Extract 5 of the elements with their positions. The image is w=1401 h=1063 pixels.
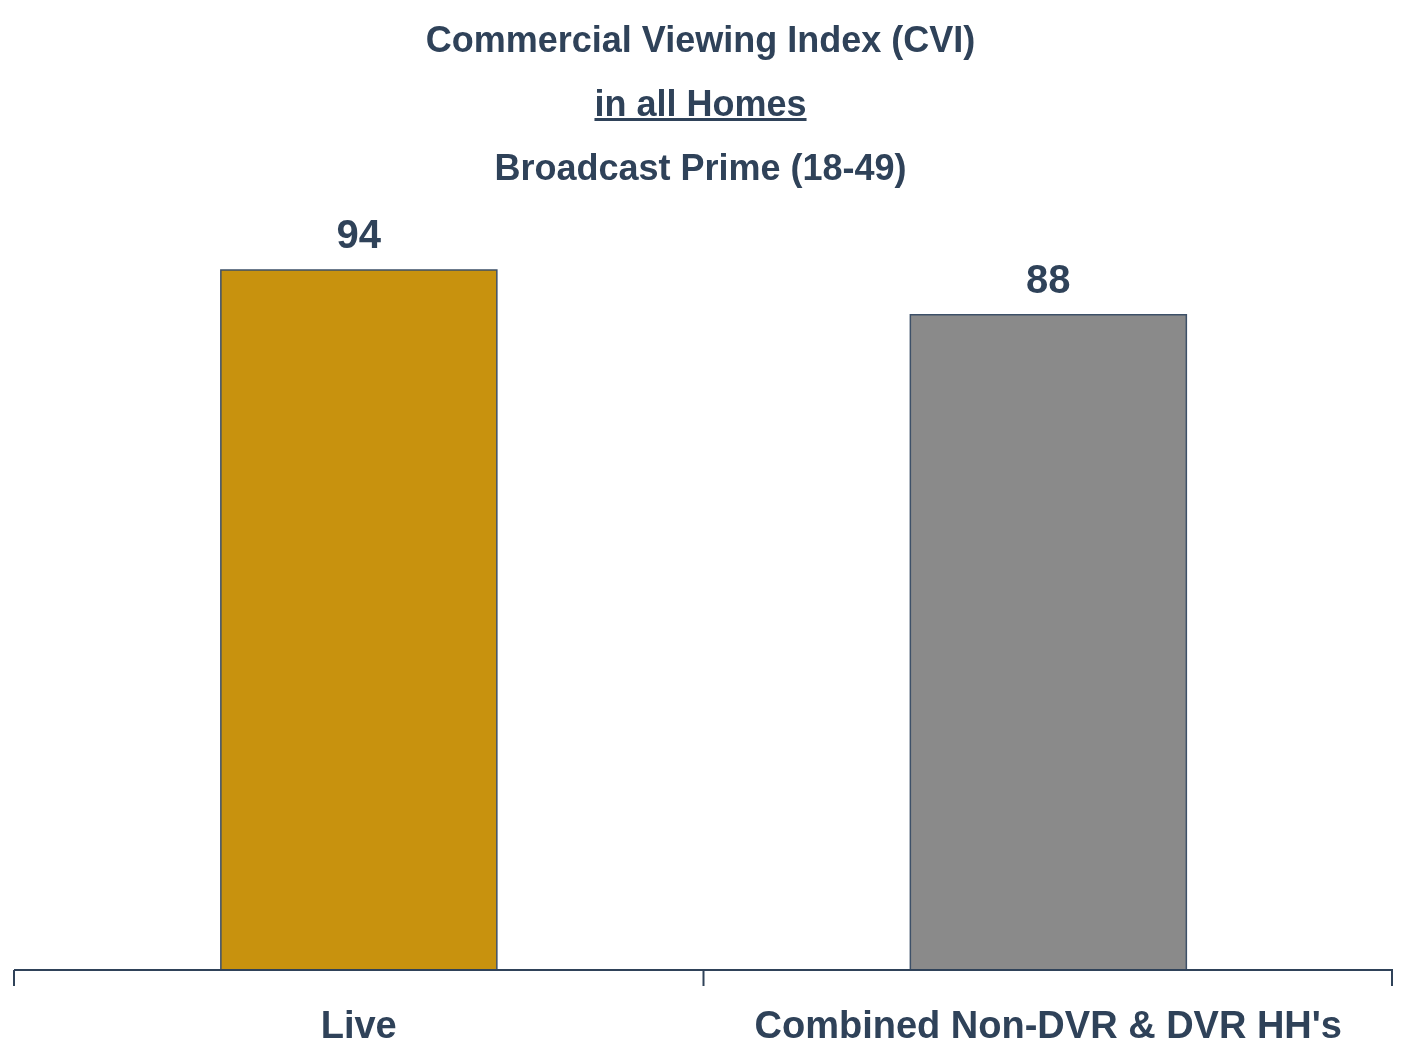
chart-title: Commercial Viewing Index (CVI) in all Homes Broadcast Prime (18-49)	[425, 19, 976, 188]
x-tick-label: Live	[320, 1004, 397, 1046]
x-tick-label: Combined Non-DVR & DVR HH's	[754, 1004, 1342, 1046]
data-label: 88	[1026, 256, 1071, 301]
data-label: 94	[336, 212, 382, 256]
